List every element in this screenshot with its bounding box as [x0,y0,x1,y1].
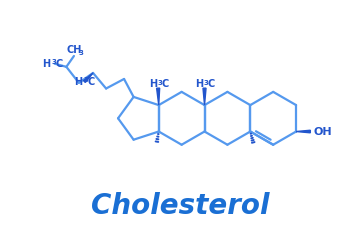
Text: 3: 3 [84,77,88,83]
Text: H: H [75,77,83,87]
Text: C: C [208,79,215,89]
Text: 3: 3 [157,80,162,86]
Text: C: C [55,59,63,69]
Text: H: H [195,79,203,89]
Polygon shape [203,88,206,105]
Text: 3: 3 [51,59,56,65]
Text: C: C [162,79,169,89]
Text: 3: 3 [204,80,209,86]
Text: 3: 3 [79,50,84,56]
Text: H: H [42,59,50,69]
Text: H: H [149,79,157,89]
Polygon shape [296,130,310,133]
Text: CH: CH [66,45,82,55]
Text: C: C [87,77,95,87]
Polygon shape [84,73,93,83]
Polygon shape [157,88,160,105]
Text: Cholesterol: Cholesterol [91,192,269,220]
Text: OH: OH [313,126,332,137]
